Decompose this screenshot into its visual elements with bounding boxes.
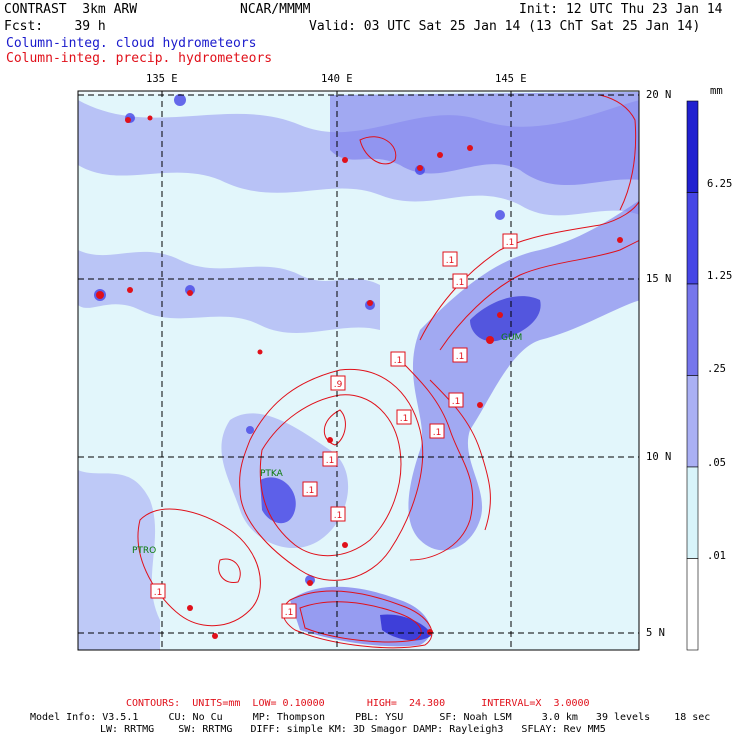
contour-label: .1: [442, 251, 458, 267]
colorbar-swatch: [686, 466, 699, 559]
svg-text:.1: .1: [452, 397, 461, 407]
contour-label: .1: [322, 451, 338, 467]
colorbar-level-6.25: 6.25: [707, 178, 733, 190]
contour-label: .1: [429, 423, 445, 439]
forecast-hour: Fcst: 39 h: [4, 19, 106, 34]
contour-label: .1: [452, 347, 468, 363]
model-info-line1: Model Info: V3.5.1 CU: No Cu MP: Thompso…: [30, 712, 711, 723]
field-label-precip: Column-integ. precip. hydrometeors: [6, 51, 273, 66]
lon-label-135: 135 E: [146, 73, 178, 85]
svg-text:.1: .1: [326, 456, 335, 466]
model-title: CONTRAST 3km ARW: [4, 2, 138, 17]
svg-text:.1: .1: [334, 511, 343, 521]
colorbar-level-1.25: 1.25: [707, 270, 733, 282]
svg-text:.1: .1: [506, 238, 515, 248]
contour-label: .1: [150, 583, 166, 599]
lat-label-20: 20 N: [646, 89, 672, 101]
contour-label-group: .1 .1 .1 .1 .1 .9 .1 .1 .1 .1 .1 .1 .1 .1: [150, 233, 518, 619]
station-group: GUM PTKA PTRO: [132, 333, 522, 556]
svg-text:.1: .1: [446, 256, 455, 266]
contour-info: CONTOURS: UNITS=mm LOW= 0.10000 HIGH= 24…: [126, 698, 590, 709]
colorbar-unit: mm: [710, 85, 723, 97]
contour-label: .1: [302, 481, 318, 497]
colorbar-swatch: [686, 558, 699, 651]
svg-text:.1: .1: [285, 608, 294, 618]
svg-text:.1: .1: [394, 356, 403, 366]
map-frame: [77, 90, 640, 651]
colorbar-level-.05: .05: [707, 457, 726, 469]
contour-label: .1: [502, 233, 518, 249]
contour-label: .1: [330, 506, 346, 522]
station-label: PTKA: [260, 469, 284, 479]
precip-contours: [137, 94, 639, 649]
shaded-field: [78, 91, 639, 650]
contour-label: .1: [396, 409, 412, 425]
contour-label: .1: [281, 603, 297, 619]
svg-text:.1: .1: [456, 352, 465, 362]
svg-text:.1: .1: [400, 414, 409, 424]
contour-label: .1: [448, 392, 464, 408]
colorbar-swatch: [686, 375, 699, 468]
field-label-cloud: Column-integ. cloud hydrometeors: [6, 36, 257, 51]
colorbar: [686, 100, 699, 651]
svg-text:.1: .1: [456, 278, 465, 288]
lat-label-5: 5 N: [646, 627, 665, 639]
lat-label-15: 15 N: [646, 273, 672, 285]
valid-time: Valid: 03 UTC Sat 25 Jan 14 (13 ChT Sat …: [309, 19, 701, 34]
colorbar-swatch: [686, 100, 699, 193]
contour-label: .9: [330, 375, 346, 391]
colorbar-swatch: [686, 283, 699, 376]
lon-label-140: 140 E: [321, 73, 353, 85]
svg-text:.1: .1: [154, 588, 163, 598]
lat-lon-grid: [78, 91, 639, 650]
lat-label-10: 10 N: [646, 451, 672, 463]
init-time: Init: 12 UTC Thu 23 Jan 14: [519, 2, 723, 17]
colorbar-level-.25: .25: [707, 363, 726, 375]
lon-label-145: 145 E: [495, 73, 527, 85]
colorbar-swatch: [686, 192, 699, 285]
station-label: GUM: [501, 333, 522, 343]
svg-text:.1: .1: [306, 486, 315, 496]
svg-text:.1: .1: [433, 428, 442, 438]
contour-label: .1: [452, 273, 468, 289]
contour-label: .1: [390, 351, 406, 367]
organization: NCAR/MMMM: [240, 2, 311, 17]
colorbar-level-.01: .01: [707, 550, 726, 562]
svg-text:.9: .9: [334, 380, 343, 390]
station-label: PTRO: [132, 546, 156, 556]
model-info-line2: LW: RRTMG SW: RRTMG DIFF: simple KM: 3D …: [100, 724, 606, 735]
